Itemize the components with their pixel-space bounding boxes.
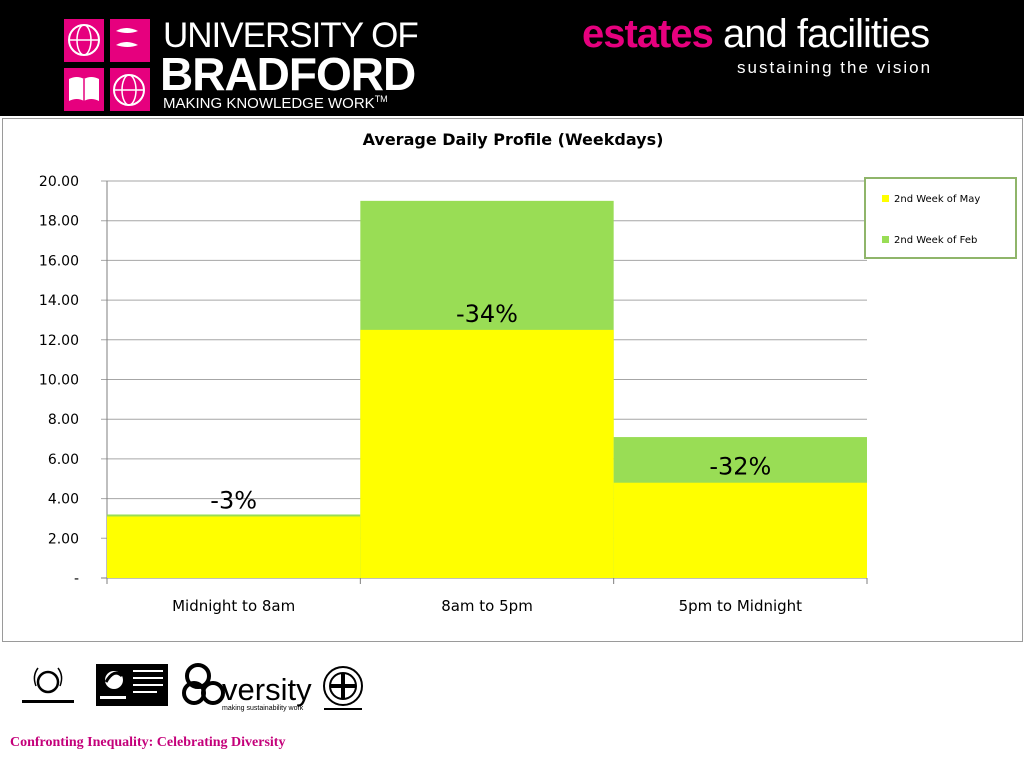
x-tick-label: 5pm to Midnight (679, 597, 803, 615)
bar-change-label: -34% (456, 300, 518, 328)
estates-tagline: sustaining the vision (737, 58, 933, 77)
bar-may-1 (360, 329, 614, 578)
y-tick-label: 10.00 (39, 373, 79, 389)
estates-word: estates (582, 12, 714, 56)
ecoversity-logo: versity making sustainability work (182, 663, 312, 712)
y-tick-label: 4.00 (48, 492, 79, 508)
legend-label: 2nd Week of May (894, 194, 980, 205)
footer-caption: Confronting Inequality: Celebrating Dive… (10, 735, 286, 750)
footer-logo-strip: versity making sustainability work (22, 663, 363, 712)
facilities-words: and facilities (712, 12, 930, 56)
ecoversity-text: versity (222, 672, 312, 707)
the-fair-and-bottle-trust-logo (323, 666, 363, 710)
bar-change-label: -3% (210, 486, 257, 514)
ecoversity-subtitle: making sustainability work (222, 705, 304, 712)
y-tick-label: 8.00 (48, 412, 79, 428)
bar-may-2 (613, 482, 867, 578)
y-tick-label: 12.00 (39, 333, 79, 349)
y-tick-label: 20.00 (39, 174, 79, 190)
y-tick-label: - (74, 571, 79, 587)
bar-change-label: -32% (709, 453, 771, 481)
chart-area: Average Daily Profile (Weekdays) - 2.00 4.0… (2, 118, 1023, 642)
university-name-line1: UNIVERSITY OF (163, 16, 419, 55)
investors-in-people-logo (22, 667, 74, 703)
trademark-mark: TM (374, 94, 388, 104)
y-tick-label: 14.00 (39, 293, 79, 309)
university-name-line2: BRADFORD (160, 48, 416, 100)
fairtrade-logo (96, 664, 168, 706)
bar-may-0 (107, 516, 361, 578)
university-slogan: MAKING KNOWLEDGE WORKTM (163, 94, 388, 112)
university-crest-logo (64, 19, 150, 111)
x-tick-label: Midnight to 8am (172, 597, 295, 615)
y-tick-label: 18.00 (39, 214, 79, 230)
legend-swatch (882, 236, 889, 243)
average-daily-profile-chart: Average Daily Profile (Weekdays) - 2.00 4.0… (39, 130, 1017, 615)
y-tick-label: 2.00 (48, 531, 79, 547)
y-tick-label: 6.00 (48, 452, 79, 468)
university-slogan-text: MAKING KNOWLEDGE WORK (163, 95, 375, 112)
legend-label: 2nd Week of Feb (894, 235, 977, 246)
estates-and-facilities-logo: estates and facilities (582, 12, 930, 57)
chart-title: Average Daily Profile (Weekdays) (363, 130, 664, 149)
x-tick-label: 8am to 5pm (441, 597, 533, 615)
legend-swatch (882, 195, 889, 202)
legend-box (864, 177, 1017, 259)
y-tick-label: 16.00 (39, 253, 79, 269)
header-banner: UNIVERSITY OF BRADFORD MAKING KNOWLEDGE … (0, 0, 1024, 119)
